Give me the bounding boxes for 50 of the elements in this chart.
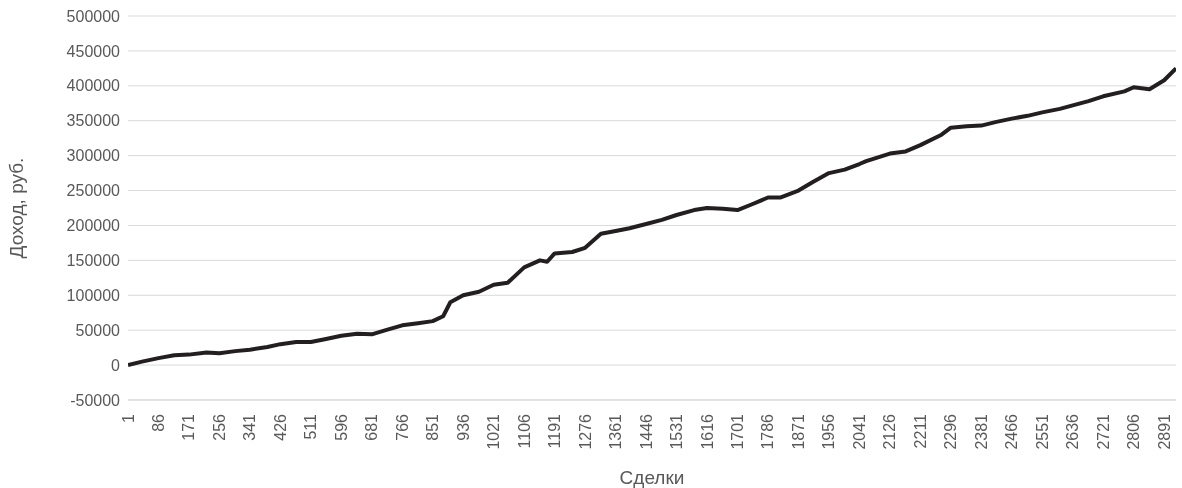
x-tick-label: 2041 (850, 413, 868, 450)
y-tick-label: 400000 (66, 77, 121, 95)
x-tick-label: 766 (393, 413, 411, 441)
x-tick-label: 936 (454, 413, 472, 441)
y-tick-label: 300000 (66, 147, 121, 165)
x-tick-label: 1021 (485, 413, 503, 450)
x-tick-label: 851 (424, 413, 442, 441)
x-tick-label: 256 (210, 413, 228, 441)
x-tick-label: 2211 (911, 413, 929, 449)
x-tick-label: 1191 (546, 413, 564, 449)
x-tick-label: 511 (302, 413, 320, 440)
x-tick-label: 1786 (759, 413, 777, 450)
x-tick-label: 1871 (789, 413, 807, 450)
x-tick-label: 2466 (1003, 413, 1021, 450)
x-tick-label: 2891 (1155, 413, 1173, 450)
x-axis-title: Сделки (619, 467, 685, 488)
x-tick-label: 1701 (729, 413, 747, 450)
x-tick-label: 2126 (881, 413, 899, 450)
x-tick-label: 2636 (1064, 413, 1082, 450)
x-tick-label: 2721 (1094, 413, 1112, 450)
x-tick-label: 1956 (820, 413, 838, 450)
y-tick-label: 450000 (66, 42, 121, 60)
y-tick-label: 250000 (66, 182, 121, 200)
x-tick-label: 1106 (515, 413, 533, 449)
x-tick-label: 2551 (1033, 413, 1051, 450)
x-tick-label: 86 (149, 413, 167, 432)
x-tick-label: 171 (180, 413, 198, 441)
y-tick-label: 500000 (66, 7, 121, 25)
y-tick-label: -50000 (70, 391, 121, 409)
x-tick-label: 426 (271, 413, 289, 441)
x-tick-label: 341 (241, 413, 259, 441)
y-tick-label: 50000 (75, 321, 121, 339)
x-tick-label: 2296 (942, 413, 960, 450)
x-tick-label: 1361 (607, 413, 625, 450)
y-tick-label: 200000 (66, 217, 121, 235)
x-tick-label: 2381 (972, 413, 990, 450)
line-series (128, 66, 1176, 368)
x-tick-label: 1276 (576, 413, 594, 450)
x-tick-label: 1446 (637, 413, 655, 450)
y-tick-label: 150000 (66, 252, 121, 270)
y-axis-title: Доход, руб. (5, 157, 27, 259)
x-tick-label: 596 (332, 413, 350, 441)
y-tick-label: 100000 (66, 286, 121, 304)
x-tick-label: 2806 (1125, 413, 1143, 450)
x-tick-label: 1531 (668, 413, 686, 450)
x-tick-label: 1 (119, 413, 137, 423)
y-tick-label: 0 (111, 356, 121, 374)
y-tick-label: 350000 (66, 112, 121, 130)
x-tick-label: 1616 (698, 413, 716, 450)
x-tick-label: 681 (363, 413, 381, 441)
